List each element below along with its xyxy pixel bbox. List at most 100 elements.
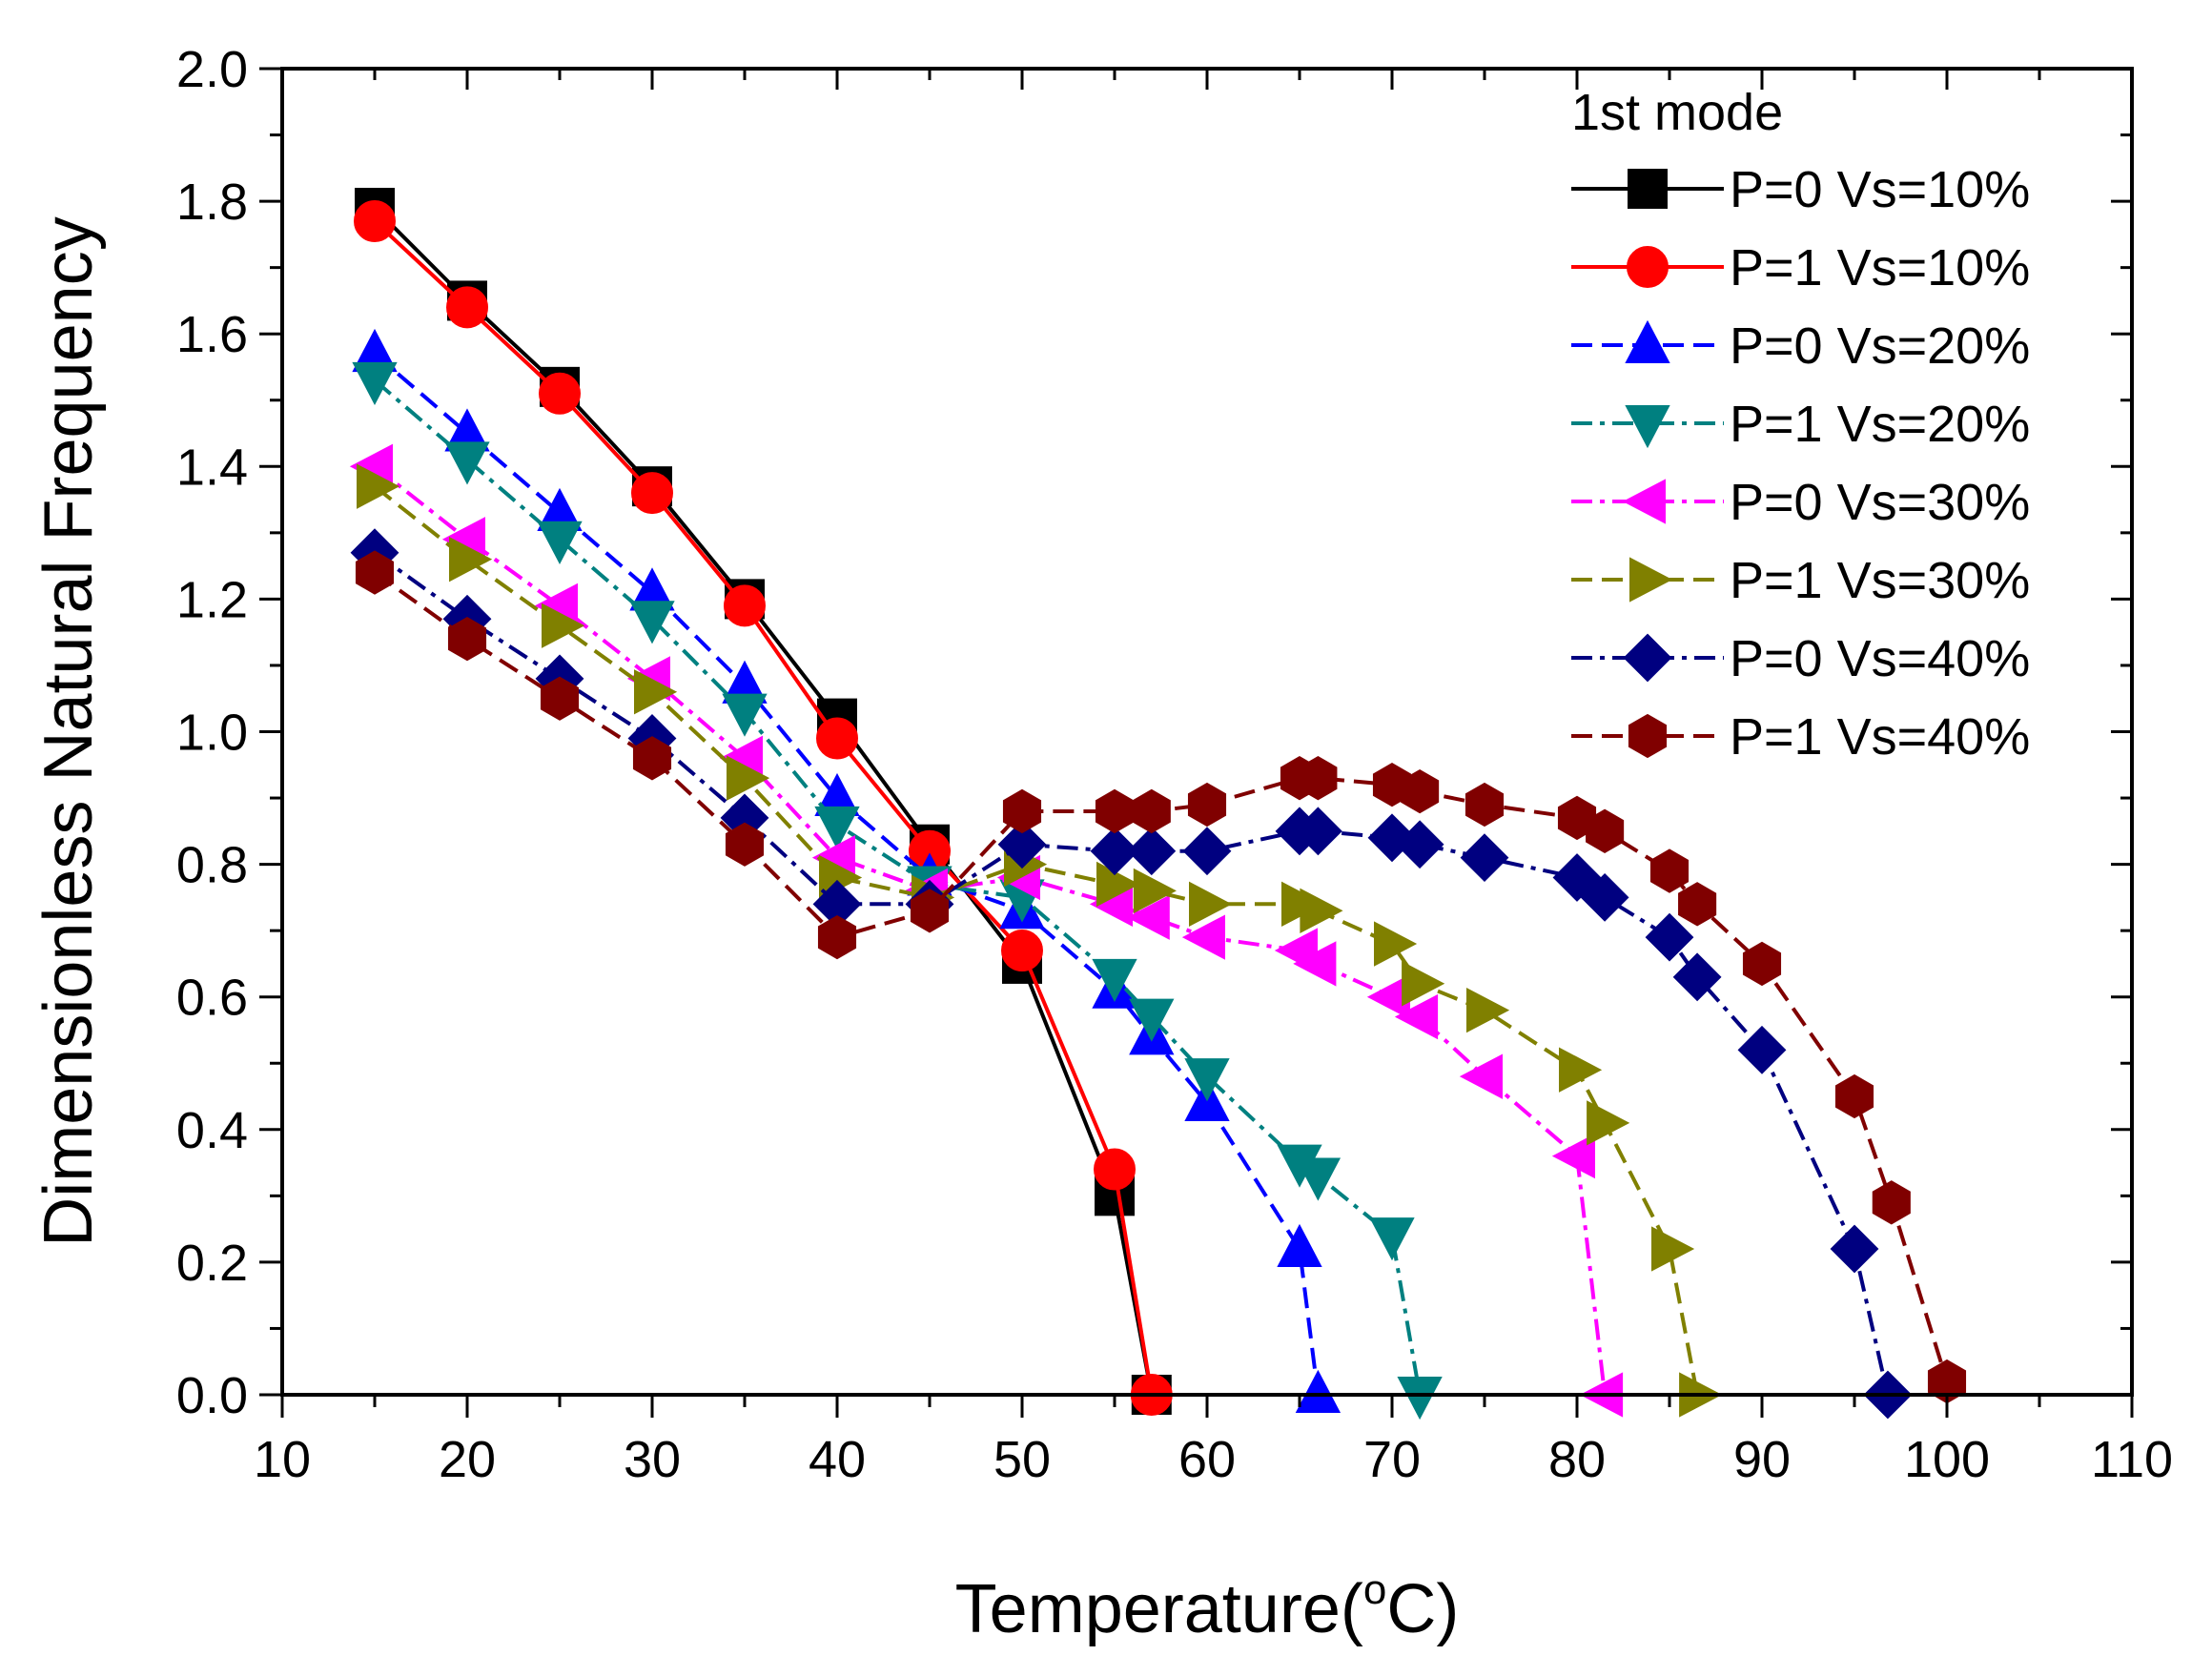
y-tick-label: 0.0 bbox=[176, 1367, 248, 1424]
legend-label: P=1 Vs=40% bbox=[1730, 708, 2030, 766]
data-point bbox=[539, 372, 581, 415]
data-point bbox=[629, 601, 675, 644]
data-point bbox=[1651, 1226, 1695, 1272]
data-point bbox=[1834, 1073, 1874, 1119]
data-point bbox=[1181, 914, 1225, 960]
legend-entry: P=1 Vs=30% bbox=[1571, 552, 2030, 609]
data-point bbox=[1090, 827, 1139, 876]
data-point bbox=[355, 550, 395, 595]
data-point bbox=[1187, 782, 1227, 828]
data-point bbox=[727, 755, 770, 801]
y-tick-label: 1.6 bbox=[176, 306, 248, 363]
data-point bbox=[1293, 807, 1342, 856]
data-point bbox=[1580, 872, 1629, 922]
legend-entry: P=1 Vs=40% bbox=[1571, 708, 2030, 766]
legend: 1st mode P=0 Vs=10% P=1 Vs=10% P=0 Vs=20% P=… bbox=[1571, 84, 2030, 766]
series-line bbox=[373, 219, 1154, 1396]
legend-label: P=1 Vs=30% bbox=[1730, 552, 2030, 609]
data-point bbox=[1277, 1223, 1322, 1267]
data-point bbox=[1552, 853, 1602, 902]
data-point bbox=[540, 676, 580, 721]
data-point bbox=[352, 361, 398, 406]
data-point bbox=[1737, 1025, 1787, 1074]
series-8 bbox=[355, 550, 1967, 1404]
x-tick-label: 90 bbox=[1733, 1431, 1791, 1488]
data-point bbox=[1002, 788, 1042, 834]
y-tick-label: 1.0 bbox=[176, 705, 248, 762]
x-axis-label: Temperature(oC) bbox=[955, 1566, 1460, 1647]
x-axis-label-suffix: C) bbox=[1386, 1571, 1459, 1647]
data-point bbox=[816, 717, 858, 760]
legend-entry: P=0 Vs=20% bbox=[1571, 317, 2030, 375]
data-point bbox=[1094, 1148, 1136, 1191]
data-point bbox=[1551, 1133, 1595, 1179]
data-point bbox=[354, 199, 396, 242]
series-line bbox=[373, 551, 1890, 1396]
data-point bbox=[1401, 768, 1440, 814]
series-2 bbox=[354, 199, 1173, 1416]
data-point bbox=[1132, 788, 1171, 834]
y-axis-label: Dimensionless Natural Frequency bbox=[31, 216, 107, 1246]
data-point bbox=[1095, 788, 1135, 834]
x-axis-label-main: Temperature( bbox=[955, 1571, 1363, 1647]
x-tick-label: 10 bbox=[254, 1431, 311, 1488]
legend-marker bbox=[1622, 479, 1666, 524]
data-point bbox=[1001, 930, 1043, 972]
series-line bbox=[373, 206, 1154, 1396]
data-point bbox=[1092, 958, 1137, 1002]
data-point bbox=[1559, 1047, 1603, 1093]
data-point bbox=[1649, 848, 1690, 893]
data-point bbox=[1182, 827, 1232, 876]
legend-marker bbox=[1628, 169, 1668, 209]
data-point bbox=[724, 584, 766, 627]
legend-entry: P=0 Vs=40% bbox=[1571, 630, 2030, 687]
legend-marker bbox=[1627, 246, 1669, 288]
data-point bbox=[722, 693, 768, 737]
y-tick-label: 0.8 bbox=[176, 837, 248, 894]
data-point bbox=[1295, 1157, 1342, 1201]
x-tick-label: 70 bbox=[1363, 1431, 1421, 1488]
legend-title: 1st mode bbox=[1571, 84, 1783, 141]
legend-label: P=0 Vs=30% bbox=[1730, 474, 2030, 531]
data-point bbox=[1395, 820, 1444, 869]
y-tick-label: 1.2 bbox=[176, 571, 248, 628]
data-point bbox=[1830, 1224, 1879, 1274]
y-tick-label: 2.0 bbox=[176, 41, 248, 98]
data-point bbox=[1133, 868, 1177, 914]
legend-label: P=0 Vs=10% bbox=[1730, 161, 2030, 218]
legend-marker bbox=[1625, 405, 1670, 449]
y-tick-label: 0.4 bbox=[176, 1102, 248, 1159]
data-point bbox=[1369, 1217, 1415, 1261]
data-point bbox=[1299, 756, 1338, 801]
legend-marker bbox=[1623, 633, 1672, 683]
legend-label: P=0 Vs=20% bbox=[1730, 317, 2030, 375]
data-point bbox=[1872, 1180, 1911, 1225]
x-tick-label: 60 bbox=[1178, 1431, 1236, 1488]
data-point bbox=[817, 914, 857, 960]
legend-marker bbox=[1629, 557, 1673, 603]
legend-entry: P=1 Vs=10% bbox=[1571, 239, 2030, 296]
data-point bbox=[357, 463, 400, 509]
legend-entry: P=0 Vs=10% bbox=[1571, 161, 2030, 218]
data-point bbox=[1645, 912, 1694, 962]
data-point bbox=[1300, 888, 1343, 933]
data-point bbox=[1587, 1100, 1630, 1146]
y-tick-label: 1.4 bbox=[176, 439, 248, 496]
data-point bbox=[447, 616, 487, 662]
x-tick-label: 50 bbox=[993, 1431, 1051, 1488]
data-point bbox=[634, 669, 678, 715]
legend-label: P=1 Vs=20% bbox=[1730, 396, 2030, 453]
data-point bbox=[1402, 961, 1445, 1007]
y-tick-label: 0.6 bbox=[176, 970, 248, 1027]
data-point bbox=[725, 822, 765, 867]
legend-marker bbox=[1628, 713, 1668, 759]
x-tick-label: 100 bbox=[1904, 1431, 1990, 1488]
x-tick-label: 30 bbox=[624, 1431, 681, 1488]
data-point bbox=[631, 472, 673, 515]
legend-entry: P=0 Vs=30% bbox=[1571, 474, 2030, 531]
data-point bbox=[1295, 1369, 1342, 1413]
legend-label: P=0 Vs=40% bbox=[1730, 630, 2030, 687]
data-point bbox=[1127, 827, 1177, 876]
